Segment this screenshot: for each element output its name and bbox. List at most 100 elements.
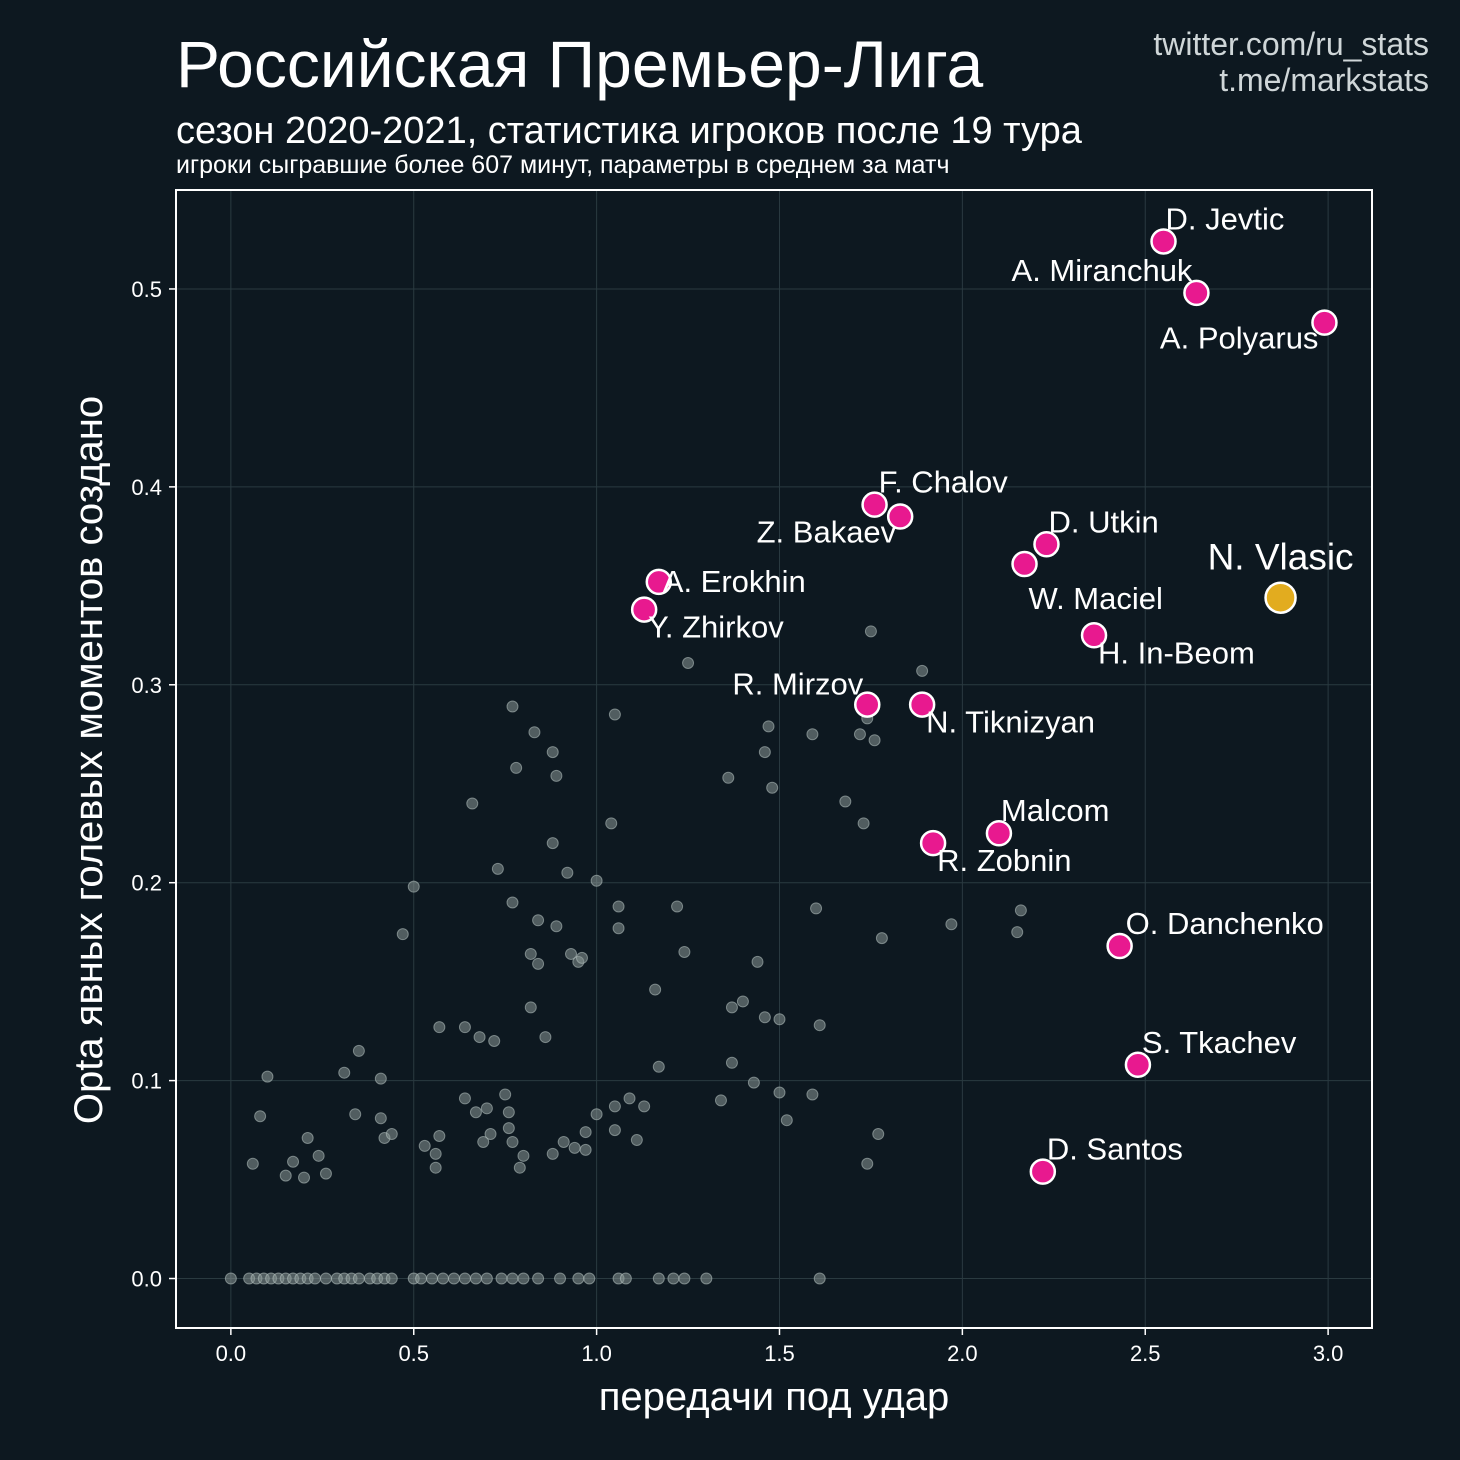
background-point: [568, 1141, 581, 1154]
background-point: [649, 983, 662, 996]
background-point: [572, 1272, 585, 1285]
highlighted-point: [985, 819, 1013, 847]
background-point: [868, 734, 881, 747]
highlighted-point: [1029, 1158, 1057, 1185]
background-point: [1014, 904, 1027, 917]
background-point: [396, 928, 409, 941]
background-point: [477, 1135, 490, 1148]
background-point: [513, 1161, 526, 1174]
background-point: [488, 1035, 501, 1048]
point-label: S. Tkachev: [1142, 1025, 1297, 1060]
background-point: [608, 708, 621, 721]
background-point: [506, 1135, 519, 1148]
background-point: [517, 1149, 530, 1162]
background-point: [385, 1128, 398, 1141]
background-point: [766, 781, 779, 794]
background-point: [678, 945, 691, 958]
background-point: [447, 1272, 460, 1285]
background-point: [287, 1155, 300, 1168]
background-point: [554, 1272, 567, 1285]
background-point: [557, 1135, 570, 1148]
point-label: Y. Zhirkov: [648, 610, 784, 645]
background-point: [751, 955, 764, 968]
background-point: [407, 880, 420, 893]
background-point: [473, 1031, 486, 1044]
point-label: R. Zobnin: [937, 843, 1071, 878]
background-point: [352, 1044, 365, 1057]
background-point: [319, 1272, 332, 1285]
background-point: [872, 1128, 885, 1141]
background-point: [524, 947, 537, 960]
background-point: [528, 726, 541, 739]
point-label: D. Jevtic: [1166, 201, 1285, 236]
background-point: [813, 1272, 826, 1285]
featured-point-label: N. Vlasic: [1208, 537, 1354, 578]
highlighted-point: [1183, 279, 1210, 307]
background-point: [630, 1133, 643, 1146]
background-point: [502, 1106, 515, 1119]
background-point: [532, 1272, 545, 1285]
point-label: Z. Bakaev: [757, 515, 897, 550]
background-point: [506, 896, 519, 909]
background-point: [875, 932, 888, 945]
background-point: [546, 746, 559, 759]
background-point: [758, 1011, 771, 1024]
background-point: [758, 746, 771, 759]
background-point: [780, 1114, 793, 1127]
y-axis-title: Opta явных голевых моментов создано: [67, 396, 111, 1124]
background-point: [773, 1086, 786, 1099]
credit-twitter: twitter.com/ru_stats: [1153, 26, 1429, 62]
background-point: [436, 1272, 449, 1285]
background-point: [539, 1031, 552, 1044]
featured-point: [1264, 581, 1297, 614]
background-point: [374, 1112, 387, 1125]
background-point: [652, 1272, 665, 1285]
background-point: [583, 1272, 596, 1285]
point-label: F. Chalov: [879, 465, 1009, 500]
point-label: D. Santos: [1047, 1132, 1183, 1167]
point-label: D. Utkin: [1048, 504, 1158, 539]
background-point: [429, 1147, 442, 1160]
background-point: [495, 1272, 508, 1285]
highlighted-point: [854, 691, 881, 718]
background-point: [612, 900, 625, 913]
background-point: [667, 1272, 680, 1285]
background-points: [224, 625, 1027, 1285]
x-tick-label: 1.0: [581, 1341, 612, 1366]
background-point: [916, 664, 929, 677]
background-point: [579, 1126, 592, 1139]
highlighted-point: [1124, 1051, 1152, 1079]
chart-subtitle: сезон 2020-2021, статистика игроков посл…: [176, 110, 1082, 152]
background-point: [224, 1272, 237, 1285]
background-point: [714, 1094, 727, 1107]
point-label: H. In-Beom: [1098, 635, 1255, 670]
highlighted-point: [1150, 228, 1177, 255]
background-point: [861, 1157, 874, 1170]
x-tick-label: 3.0: [1313, 1341, 1344, 1366]
highlighted-point: [1106, 932, 1133, 960]
background-point: [590, 1108, 603, 1121]
highlighted-point: [1033, 531, 1060, 558]
background-point: [469, 1106, 482, 1119]
background-point: [415, 1272, 428, 1285]
background-point: [762, 720, 775, 733]
x-tick-label: 2.0: [947, 1341, 978, 1366]
background-point: [725, 1001, 738, 1014]
background-point: [864, 625, 877, 638]
background-point: [517, 1272, 530, 1285]
x-axis-title: передачи под удар: [599, 1375, 950, 1419]
background-point: [813, 1019, 826, 1032]
background-point: [623, 1092, 636, 1105]
background-point: [579, 1143, 592, 1156]
background-point: [502, 1122, 515, 1135]
x-tick-label: 2.5: [1130, 1341, 1161, 1366]
background-point: [682, 657, 695, 670]
highlighted-point: [1311, 309, 1338, 336]
background-point: [550, 769, 563, 782]
background-point: [506, 1272, 519, 1285]
highlighted-point: [886, 503, 914, 530]
background-point: [458, 1092, 471, 1105]
background-point: [839, 795, 852, 808]
background-point: [246, 1157, 259, 1170]
